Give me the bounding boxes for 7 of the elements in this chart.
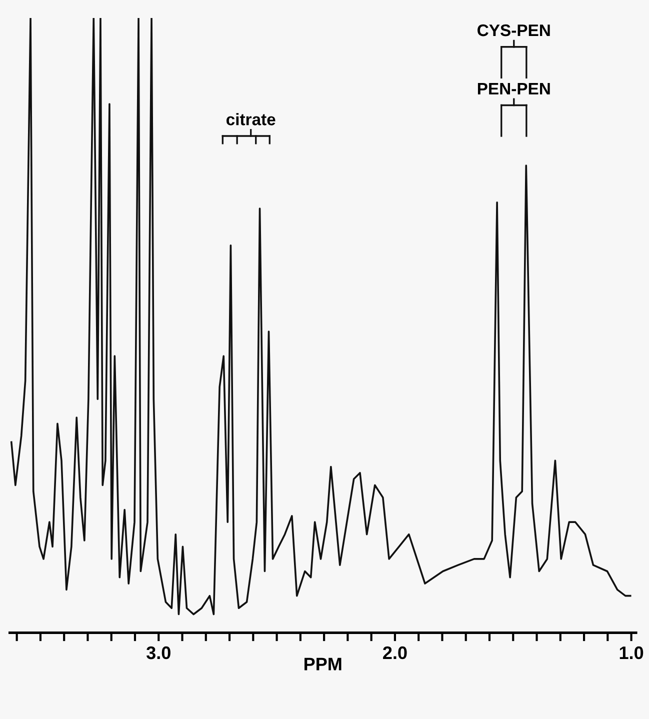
x-tick-label: 3.0 xyxy=(146,646,170,660)
x-tick-label: 1.0 xyxy=(620,646,644,660)
annotation: PEN-PEN xyxy=(478,82,550,94)
x-tick-label: 2.0 xyxy=(383,646,407,660)
annotation: CYS-PEN xyxy=(478,24,550,36)
x-axis-title: PPM xyxy=(304,658,342,670)
annotation: citrate xyxy=(226,113,276,126)
